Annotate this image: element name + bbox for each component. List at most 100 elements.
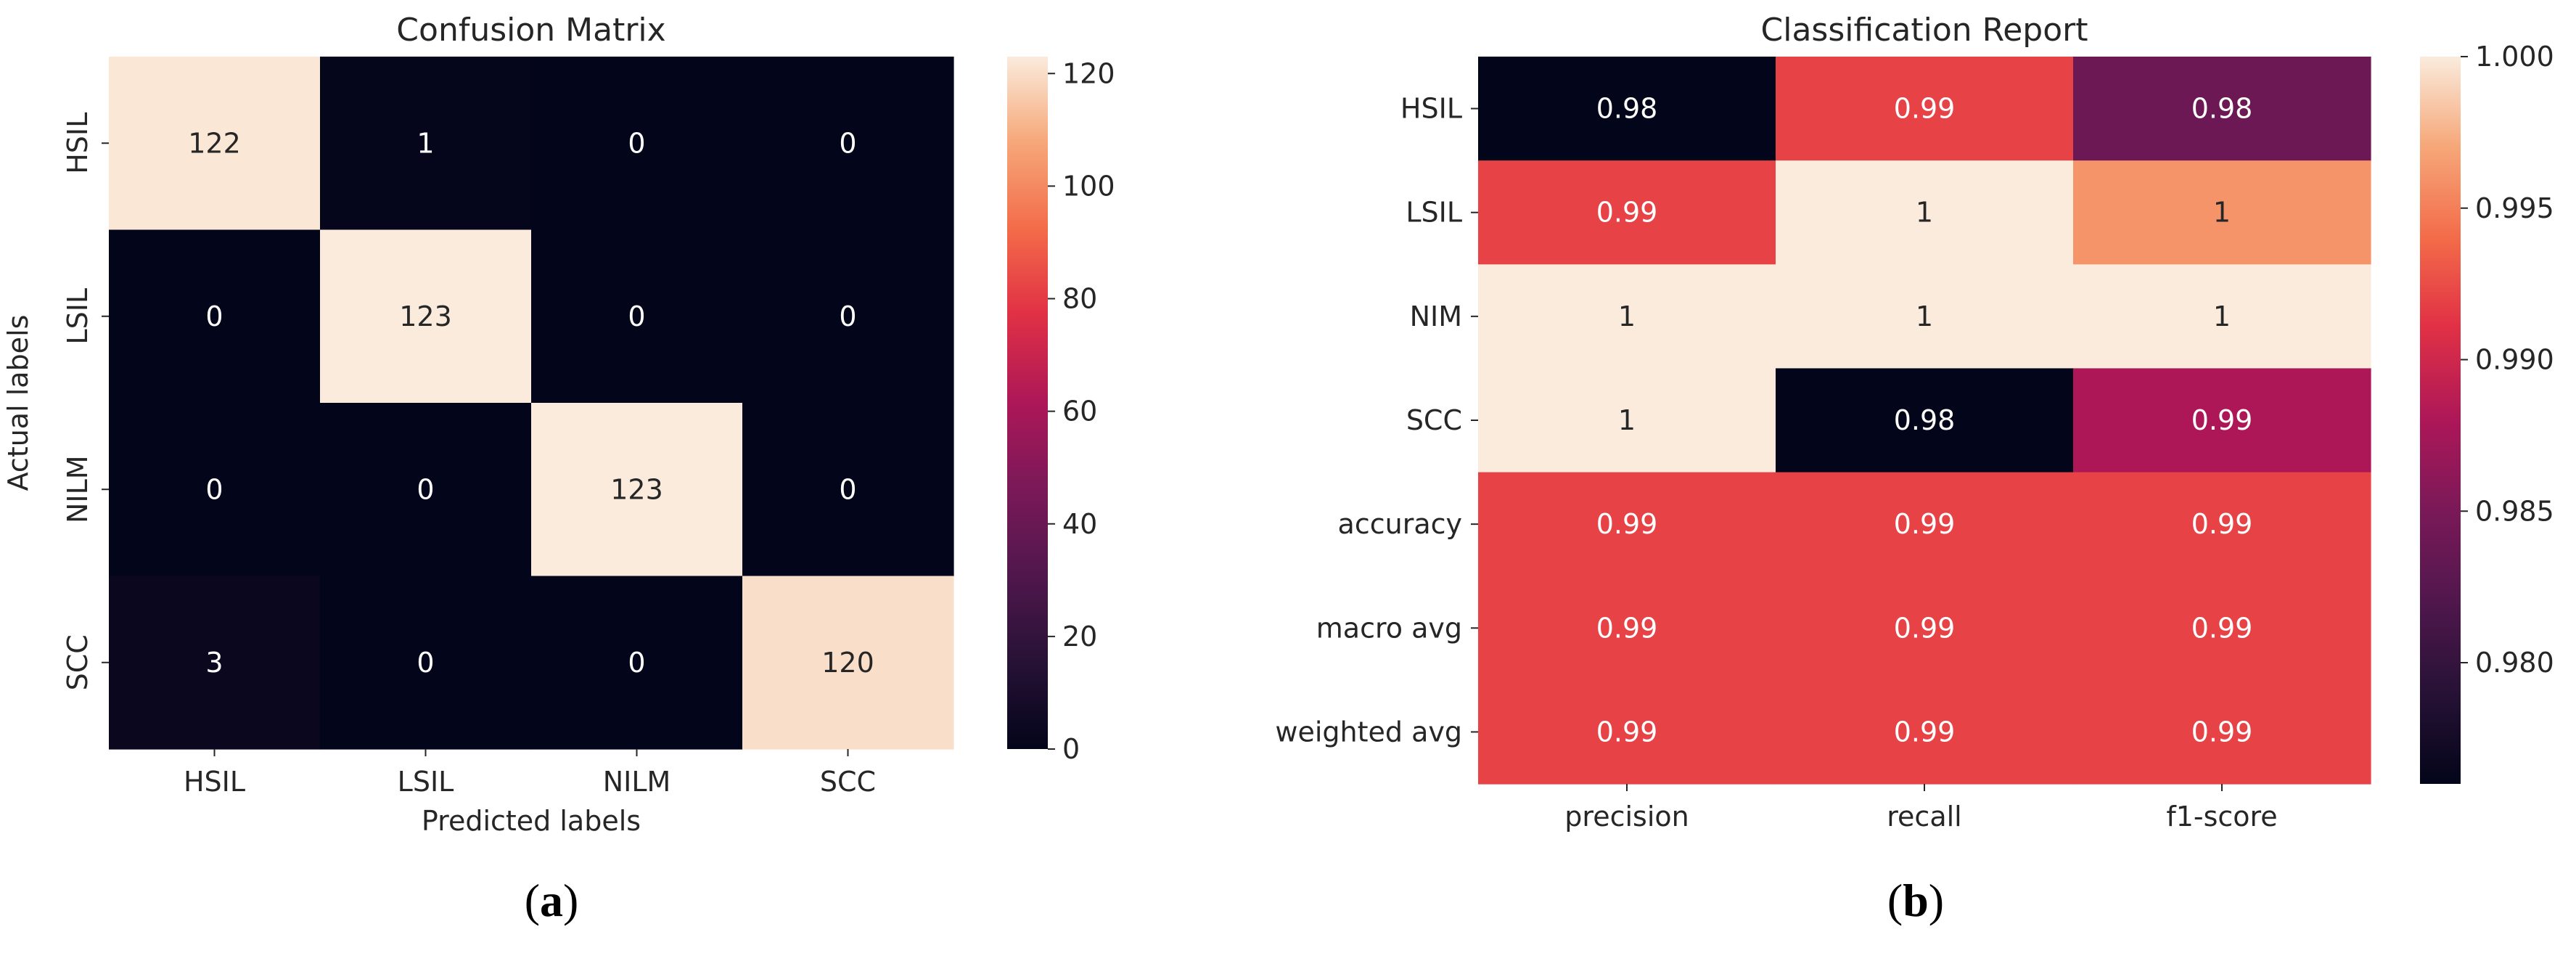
y-tick-label: accuracy (1338, 508, 1462, 540)
cell-value-label: 0.99 (1894, 612, 1956, 644)
heatmap-cell (1478, 57, 1776, 161)
heatmap-cell (1776, 576, 2074, 681)
cell-value-label: 0 (839, 473, 856, 505)
heatmap-cell (320, 403, 532, 577)
cell-value-label: 122 (188, 127, 241, 159)
heatmap-cell (2073, 57, 2371, 161)
heatmap-cell (742, 403, 954, 577)
cell-value-label: 0 (839, 300, 856, 332)
cell-value-label: 0 (839, 127, 856, 159)
cell-value-label: 0.98 (1596, 93, 1658, 125)
cell-value-label: 0.99 (1894, 716, 1956, 748)
cell-value-label: 1 (417, 127, 434, 159)
heatmap-panel-b: Classification Report 0.98 0.99 0.98 0.99 1 1 1… (1275, 12, 2554, 926)
heatmap-cell (109, 576, 321, 750)
heatmap-cell (2073, 368, 2371, 473)
x-tick-label: SCC (820, 766, 876, 798)
colorbar (2420, 57, 2461, 784)
heatmap-cell (531, 403, 743, 577)
cell-value-label: 1 (2213, 197, 2231, 229)
heatmap-cell (1478, 472, 1776, 577)
x-tick-label: LSIL (398, 766, 454, 798)
heatmap-cell (1478, 368, 1776, 473)
caption-paren-close: ) (1929, 875, 1944, 926)
heatmap-cell (2073, 160, 2371, 265)
heatmap-cell (1776, 679, 2074, 785)
cell-value-label: 0.99 (1894, 508, 1956, 540)
heatmap-cell (1776, 57, 2074, 161)
heatmap-cell (742, 57, 954, 231)
x-tick-label: recall (1887, 801, 1961, 833)
cell-value-label: 0.99 (2191, 404, 2253, 436)
y-tick-label: LSIL (62, 288, 94, 345)
heatmap-cell (1776, 472, 2074, 577)
heatmap-cell (1478, 264, 1776, 369)
heatmap-cell (320, 576, 532, 750)
x-axis-title: Predicted labels (422, 805, 641, 837)
cell-value-label: 120 (821, 647, 874, 679)
cell-value-label: 123 (610, 473, 663, 505)
y-tick-label: LSIL (1406, 197, 1462, 229)
heatmap-cell (109, 403, 321, 577)
heatmap-cell (2073, 576, 2371, 681)
y-tick-label: SCC (62, 634, 94, 690)
heatmap-cell (109, 229, 321, 404)
cell-value-label: 0 (628, 300, 645, 332)
heatmap-cell (1776, 264, 2074, 369)
cell-value-label: 0.99 (1596, 716, 1658, 748)
heatmap-cell (320, 57, 532, 231)
colorbar-tick-label: 60 (1062, 396, 1097, 428)
caption-letter: a (540, 875, 563, 926)
chart-title: Classification Report (1761, 12, 2088, 49)
panel-caption: (a) (525, 875, 579, 926)
cell-value-label: 0.98 (2191, 93, 2253, 125)
heatmap-cell (109, 57, 321, 231)
y-tick-label: HSIL (1400, 93, 1462, 125)
caption-paren-close: ) (563, 875, 578, 926)
cell-value-label: 0.99 (1596, 612, 1658, 644)
colorbar-tick-label: 0.980 (2475, 647, 2554, 679)
cell-value-label: 0.99 (2191, 716, 2253, 748)
colorbar-tick-label: 40 (1062, 508, 1097, 540)
chart-title: Confusion Matrix (396, 12, 665, 49)
y-axis-title: Actual labels (2, 315, 34, 491)
cell-value-label: 0.99 (1894, 93, 1956, 125)
x-tick-label: precision (1564, 801, 1689, 833)
heatmap-cell (531, 57, 743, 231)
heatmap-cell (1478, 576, 1776, 681)
caption-paren-open: ( (1887, 875, 1903, 926)
cell-value-label: 0.99 (1596, 508, 1658, 540)
panel-caption: (b) (1887, 875, 1944, 926)
cell-value-label: 0 (417, 473, 434, 505)
x-tick-label: NILM (603, 766, 671, 798)
heatmap-cell (1478, 679, 1776, 785)
y-tick-label: NILM (62, 455, 94, 523)
cell-value-label: 0.99 (1596, 197, 1658, 229)
heatmap-cell (742, 576, 954, 750)
heatmap-cell (2073, 472, 2371, 577)
cell-value-label: 0.99 (2191, 612, 2253, 644)
colorbar-tick-label: 120 (1062, 57, 1115, 89)
cell-value-label: 1 (1618, 404, 1636, 436)
cell-value-label: 123 (399, 300, 452, 332)
heatmap-cell (1776, 368, 2074, 473)
y-tick-label: NIM (1410, 300, 1462, 332)
y-tick-label: HSIL (62, 113, 94, 174)
cell-value-label: 0.98 (1894, 404, 1956, 436)
caption-letter: b (1903, 875, 1929, 926)
colorbar-tick-label: 0.990 (2475, 344, 2554, 376)
cell-value-label: 1 (1916, 300, 1933, 332)
cell-value-label: 3 (205, 647, 223, 679)
colorbar-tick-label: 20 (1062, 621, 1097, 653)
cell-value-label: 0 (628, 647, 645, 679)
heatmap-cell (2073, 264, 2371, 369)
colorbar-tick-label: 0.995 (2475, 192, 2554, 224)
x-tick-label: f1-score (2166, 801, 2277, 833)
heatmap-cell (531, 576, 743, 750)
x-tick-label: HSIL (184, 766, 245, 798)
colorbar-tick-label: 80 (1062, 283, 1097, 315)
colorbar-tick-label: 0.985 (2475, 495, 2554, 527)
